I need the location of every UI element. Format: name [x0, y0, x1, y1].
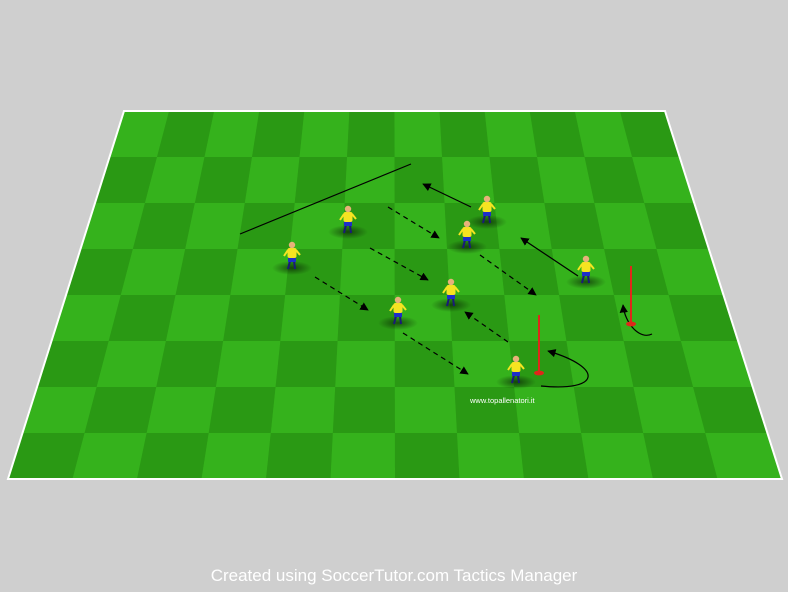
- pitch-stripe: [73, 433, 147, 479]
- pitch-stripe: [514, 387, 581, 433]
- pitch-stripe: [345, 157, 395, 203]
- pitch-stripe: [347, 111, 395, 157]
- pitch-stripe: [52, 295, 121, 341]
- pitch-stripes: [8, 111, 782, 479]
- pitch-stripe: [223, 295, 285, 341]
- pitch-stripe: [195, 157, 252, 203]
- pitch-stripe: [499, 249, 559, 295]
- pitch-stripe: [624, 341, 693, 387]
- pitch-stripe: [633, 387, 705, 433]
- pitch: [8, 111, 782, 479]
- pitch-stripe: [490, 157, 545, 203]
- pitch-stripe: [457, 433, 524, 479]
- pitch-stripe: [395, 203, 447, 249]
- pitch-stripe: [669, 295, 738, 341]
- pitch-stripe: [276, 341, 338, 387]
- pitch-stripe: [504, 295, 566, 341]
- pitch-stripe: [137, 433, 209, 479]
- pitch-stripe: [185, 203, 245, 249]
- pitch-stripe: [331, 433, 396, 479]
- pitch-stripe: [252, 111, 304, 157]
- pitch-stripe: [519, 433, 588, 479]
- pitch-stripe: [395, 111, 443, 157]
- pitch-stripe: [147, 387, 216, 433]
- pitch-stripe: [340, 249, 395, 295]
- footer-credit: Created using SoccerTutor.com Tactics Ma…: [0, 566, 788, 586]
- pitch-stripe: [209, 387, 276, 433]
- pitch-stripe: [485, 111, 537, 157]
- pitch-stripe: [440, 111, 490, 157]
- pitch-stripe: [202, 433, 271, 479]
- pitch-stripe: [333, 387, 395, 433]
- pitch-stripe: [455, 387, 520, 433]
- pitch-stripe: [205, 111, 260, 157]
- pitch-stripe: [85, 387, 157, 433]
- pitch-stripe: [23, 387, 97, 433]
- pitch-stripe: [216, 341, 280, 387]
- pitch-stripe: [643, 433, 717, 479]
- pitch-stripe: [166, 295, 230, 341]
- pitch-stripe: [280, 295, 340, 341]
- pitch-stripe: [395, 249, 450, 295]
- pitch-stripe: [693, 387, 767, 433]
- pitch-stripe: [335, 341, 395, 387]
- pitch-stripe: [300, 111, 350, 157]
- pitch-stripe: [245, 157, 300, 203]
- pitch-stripe: [395, 341, 455, 387]
- pitch-stripe: [156, 341, 223, 387]
- pitch-stripe: [37, 341, 109, 387]
- pitch-stripe: [395, 433, 460, 479]
- pitch-stripe: [566, 341, 633, 387]
- pitch-stripe: [574, 387, 643, 433]
- pitch-stripe: [395, 387, 457, 433]
- pitch-stripe: [537, 157, 594, 203]
- pitch-stripe: [295, 157, 347, 203]
- pitch-stripe: [266, 433, 333, 479]
- pitch-stripe: [681, 341, 753, 387]
- pitch-stripe: [544, 203, 604, 249]
- pitch-stripe: [176, 249, 238, 295]
- pitch-stripe: [271, 387, 335, 433]
- pitch-stripe: [97, 341, 166, 387]
- pitch-stripe: [559, 295, 624, 341]
- pitch-stripe: [581, 433, 653, 479]
- pitch-stripe: [238, 203, 295, 249]
- watermark: www.topallenatori.it: [469, 396, 536, 405]
- pitch-stripe: [395, 157, 445, 203]
